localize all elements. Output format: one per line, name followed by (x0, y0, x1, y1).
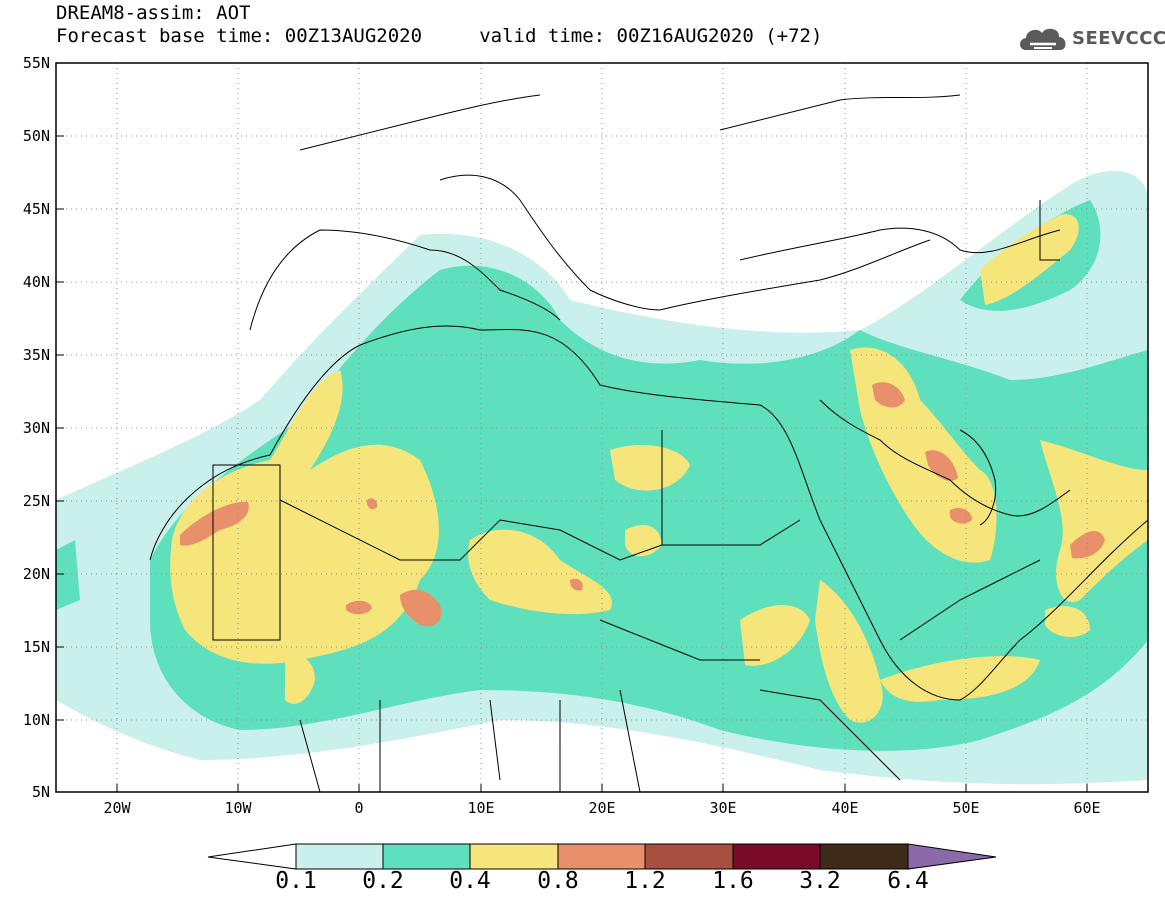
lat-label: 30N (23, 419, 50, 437)
lat-label: 20N (23, 565, 50, 583)
forecast-time-subtitle: Forecast base time: 00Z13AUG2020 valid t… (56, 25, 823, 47)
lat-label: 25N (23, 492, 50, 510)
colorbar-high-arrow (907, 843, 997, 870)
axis-ticks (56, 62, 1088, 792)
lat-label: 10N (23, 711, 50, 729)
colorbar-label: 0.1 (275, 868, 317, 894)
lon-label: 30E (709, 799, 736, 817)
lat-label: 45N (23, 200, 50, 218)
lon-label: 50E (952, 799, 979, 817)
colorbar (207, 843, 997, 870)
logo-text: SEEVCCC (1072, 28, 1165, 49)
lat-label: 55N (23, 54, 50, 72)
aot-band-0.8 (180, 382, 1105, 627)
lon-label: 20W (103, 799, 131, 817)
lat-label: 35N (23, 346, 50, 364)
colorbar-label: 6.4 (887, 868, 929, 894)
colorbar-label: 0.8 (537, 868, 579, 894)
colorbar-label: 0.2 (362, 868, 404, 894)
map-title: DREAM8-assim: AOT (56, 2, 251, 24)
colorbar-label: 3.2 (799, 868, 841, 894)
colorbar-label: 0.4 (449, 868, 491, 894)
colorbar-swatch (557, 843, 646, 870)
colorbar-swatch (644, 843, 734, 870)
seevccc-logo: SEEVCCC (1016, 22, 1165, 56)
lat-label: 5N (32, 783, 50, 801)
gridlines (56, 63, 1148, 792)
lat-label: 50N (23, 127, 50, 145)
colorbar-swatch (819, 843, 909, 870)
aot-contours (56, 170, 1148, 785)
aot-band-0.4 (170, 214, 1148, 723)
lat-label: 40N (23, 273, 50, 291)
colorbar-swatch (732, 843, 821, 870)
longitude-labels: 20W 10W 0 10E 20E 30E 40E 50E 60E (103, 799, 1100, 817)
lon-label: 60E (1073, 799, 1100, 817)
cloud-icon (1020, 28, 1066, 50)
lon-label: 10E (467, 799, 494, 817)
lon-label: 40E (831, 799, 858, 817)
lon-label: 0 (354, 799, 363, 817)
colorbar-swatch (469, 843, 559, 870)
lon-label: 10W (224, 799, 252, 817)
latitude-labels: 55N 50N 45N 40N 35N 30N 25N 20N 15N 10N … (23, 54, 50, 801)
colorbar-swatch (382, 843, 471, 870)
colorbar-low-arrow (207, 843, 297, 870)
colorbar-swatch (295, 843, 384, 870)
colorbar-label: 1.2 (624, 868, 666, 894)
lat-label: 15N (23, 638, 50, 656)
lon-label: 20E (588, 799, 615, 817)
colorbar-label: 1.6 (712, 868, 754, 894)
coastlines (149, 94, 1148, 792)
